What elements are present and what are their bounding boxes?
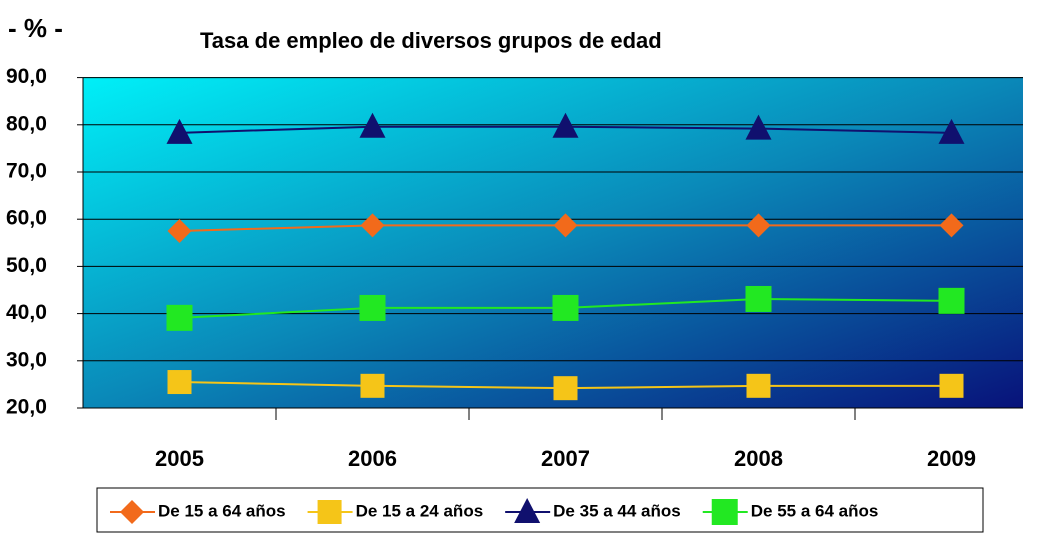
marker (166, 118, 193, 144)
legend-label: De 15 a 64 años (158, 501, 286, 520)
marker (938, 287, 965, 314)
marker (553, 376, 578, 401)
marker (167, 370, 192, 395)
marker (746, 213, 771, 238)
y-tick-label: 50,0 (6, 254, 47, 277)
legend-label: De 15 a 24 años (356, 501, 484, 520)
marker (745, 114, 772, 140)
y-tick-label: 90,0 (6, 65, 47, 88)
marker (360, 213, 385, 238)
y-tick-label: 80,0 (6, 112, 47, 135)
marker (359, 112, 386, 138)
legend-marker (120, 500, 144, 524)
marker (939, 373, 964, 398)
y-axis-label: - % - (8, 13, 63, 43)
legend-marker (317, 500, 342, 524)
legend (96, 487, 984, 533)
chart-title: Tasa de empleo de diversos grupos de eda… (200, 28, 662, 53)
legend-marker (711, 499, 738, 525)
y-tick-label: 70,0 (6, 160, 47, 183)
y-tick-label: 30,0 (6, 348, 47, 371)
legend-label: De 55 a 64 años (751, 501, 879, 520)
marker (359, 294, 386, 321)
marker (939, 213, 964, 238)
marker (167, 219, 192, 243)
marker (552, 294, 579, 321)
legend-marker (514, 498, 541, 523)
x-tick-label: 2006 (348, 446, 397, 471)
x-tick-label: 2005 (155, 446, 204, 471)
marker (938, 118, 965, 144)
marker (553, 213, 578, 238)
y-tick-label: 40,0 (6, 301, 47, 324)
y-tick-label: 60,0 (6, 207, 47, 230)
marker (745, 285, 772, 312)
x-tick-label: 2008 (734, 446, 783, 471)
marker (746, 373, 771, 398)
legend-label: De 35 a 44 años (553, 501, 681, 520)
marker (552, 112, 579, 138)
marker (360, 373, 385, 398)
x-tick-label: 2009 (927, 446, 976, 471)
marker (166, 304, 193, 331)
y-tick-label: 20,0 (6, 396, 47, 419)
x-tick-label: 2007 (541, 446, 590, 471)
plot-area (83, 77, 1023, 408)
